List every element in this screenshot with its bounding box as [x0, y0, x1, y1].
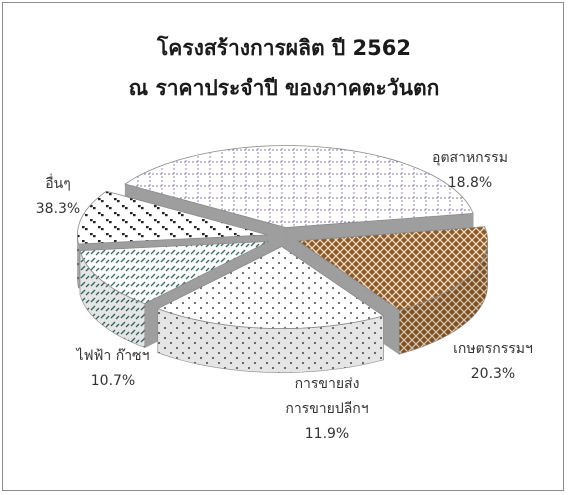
chart-title: โครงสร้างการผลิต ปี 2562	[157, 36, 411, 60]
pie-slices	[77, 145, 488, 373]
slice-percent: 38.3%	[36, 201, 80, 217]
pie-slice-top	[77, 190, 268, 245]
slice-label: อื่นๆ 38.3%	[36, 174, 80, 217]
slice-name: เกษตรกรรมฯ	[453, 341, 533, 357]
slice-label: อุตสาหกรรม 18.8%	[432, 150, 508, 191]
slice-name: การขายส่ง	[295, 376, 360, 392]
slice-label: เกษตรกรรมฯ 20.3%	[453, 341, 533, 382]
pie-labels: อุตสาหกรรม 18.8%เกษตรกรรมฯ 20.3%การขายส่งก…	[36, 150, 533, 442]
pie-slice-top	[156, 246, 385, 329]
slice-name: การขายปลีกฯ	[285, 401, 368, 417]
slice-percent: 10.7%	[91, 373, 135, 389]
pie-slice	[156, 246, 385, 373]
slice-name: อุตสาหกรรม	[432, 150, 508, 166]
slice-percent: 20.3%	[471, 366, 515, 382]
pie-slice-side	[399, 240, 488, 355]
slice-percent: 18.8%	[448, 175, 492, 191]
pie-slice-side	[157, 308, 384, 373]
pie-slice-top	[124, 145, 474, 228]
slice-label: การขายส่งการขายปลีกฯ 11.9%	[285, 376, 368, 442]
slice-name: อื่นๆ	[45, 174, 71, 192]
chart-subtitle: ณ ราคาประจำปี ของภาคตะวันตก	[128, 76, 440, 100]
pie-slice-side	[80, 250, 145, 348]
pie-slice-top	[296, 226, 488, 311]
slice-label: ไฟฟ้า ก๊าซฯ 10.7%	[76, 347, 150, 389]
slice-name: ไฟฟ้า ก๊าซฯ	[76, 347, 150, 364]
pie-slice-top	[79, 241, 270, 305]
slice-percent: 11.9%	[305, 426, 349, 442]
